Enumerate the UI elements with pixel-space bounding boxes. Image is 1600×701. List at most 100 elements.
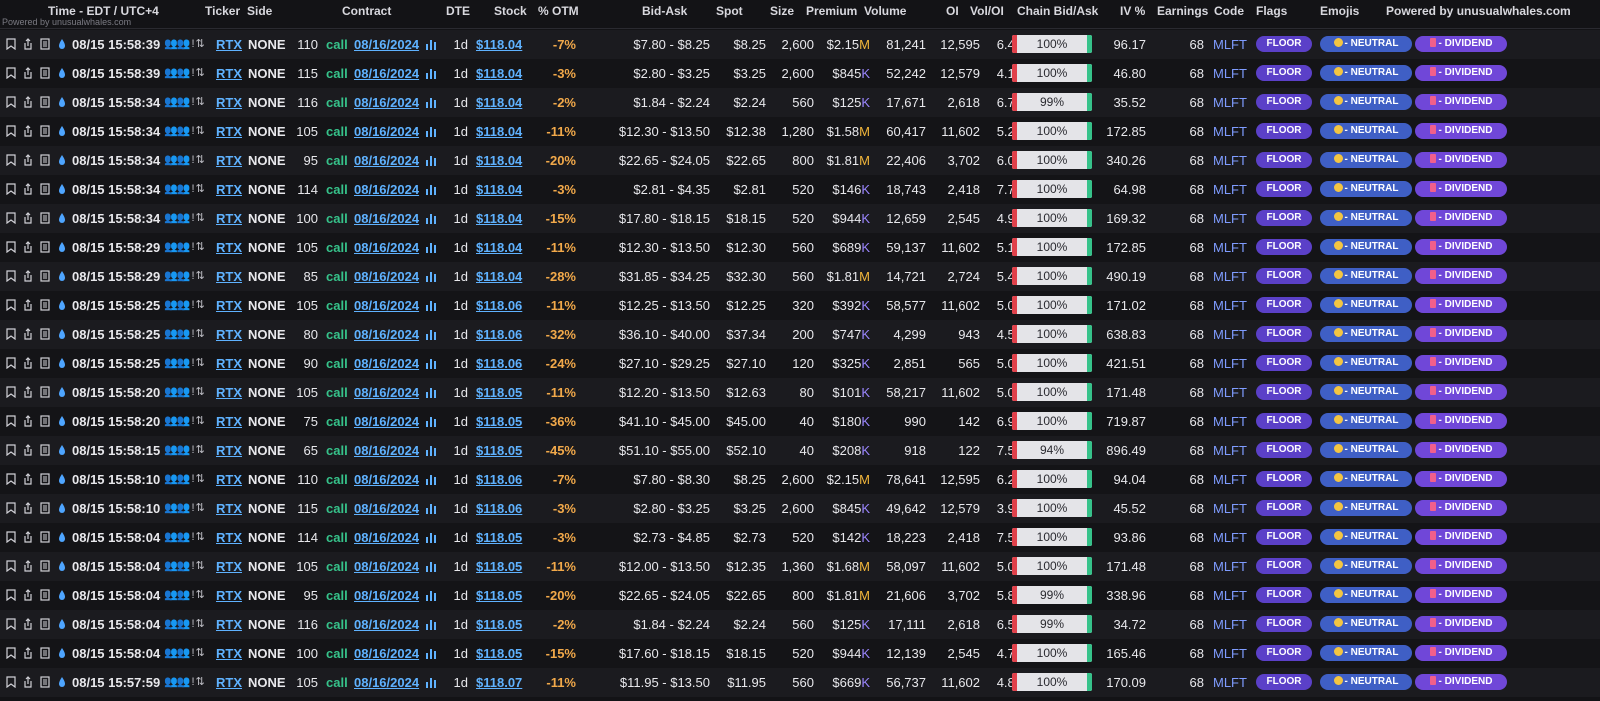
water-drop-icon[interactable] [55, 94, 69, 110]
flag-badge[interactable]: FLOOR [1256, 94, 1312, 110]
flag-badge[interactable]: FLOOR [1256, 674, 1312, 690]
dividend-badge[interactable]: - DIVIDEND [1415, 152, 1507, 168]
flag-badge[interactable]: FLOOR [1256, 181, 1312, 197]
bar-chart-icon[interactable] [426, 299, 436, 314]
emoji-badge[interactable]: - NEUTRAL [1320, 123, 1412, 139]
stock-price-link[interactable]: $118.04 [476, 124, 523, 139]
water-drop-icon[interactable] [55, 355, 69, 371]
dividend-badge[interactable]: - DIVIDEND [1415, 239, 1507, 255]
ticker-link[interactable]: RTX [216, 356, 242, 371]
details-icon[interactable] [38, 94, 52, 110]
water-drop-icon[interactable] [55, 645, 69, 661]
emoji-badge[interactable]: - NEUTRAL [1320, 645, 1412, 661]
emoji-badge[interactable]: - NEUTRAL [1320, 210, 1412, 226]
emoji-badge[interactable]: - NEUTRAL [1320, 326, 1412, 342]
details-icon[interactable] [38, 152, 52, 168]
dividend-badge[interactable]: - DIVIDEND [1415, 65, 1507, 81]
emoji-badge[interactable]: - NEUTRAL [1320, 152, 1412, 168]
bookmark-icon[interactable] [4, 123, 18, 139]
header-spot[interactable]: Spot [716, 4, 743, 18]
bar-chart-icon[interactable] [426, 589, 436, 604]
stock-price-link[interactable]: $118.06 [476, 472, 523, 487]
details-icon[interactable] [38, 210, 52, 226]
stock-price-link[interactable]: $118.06 [476, 298, 523, 313]
share-icon[interactable] [21, 500, 35, 516]
expiry-link[interactable]: 08/16/2024 [354, 211, 420, 226]
share-icon[interactable] [21, 529, 35, 545]
header-stock[interactable]: Stock [494, 4, 527, 18]
bookmark-icon[interactable] [4, 94, 18, 110]
ticker-link[interactable]: RTX [216, 443, 242, 458]
stock-price-link[interactable]: $118.05 [476, 646, 523, 661]
emoji-badge[interactable]: - NEUTRAL [1320, 558, 1412, 574]
water-drop-icon[interactable] [55, 268, 69, 284]
water-drop-icon[interactable] [55, 326, 69, 342]
emoji-badge[interactable]: - NEUTRAL [1320, 355, 1412, 371]
water-drop-icon[interactable] [55, 616, 69, 632]
details-icon[interactable] [38, 500, 52, 516]
details-icon[interactable] [38, 65, 52, 81]
ticker-link[interactable]: RTX [216, 617, 242, 632]
expiry-link[interactable]: 08/16/2024 [354, 66, 420, 81]
expiry-link[interactable]: 08/16/2024 [354, 501, 420, 516]
expiry-link[interactable]: 08/16/2024 [354, 298, 420, 313]
bookmark-icon[interactable] [4, 645, 18, 661]
dividend-badge[interactable]: - DIVIDEND [1415, 355, 1507, 371]
expiry-link[interactable]: 08/16/2024 [354, 617, 420, 632]
emoji-badge[interactable]: - NEUTRAL [1320, 65, 1412, 81]
water-drop-icon[interactable] [55, 558, 69, 574]
details-icon[interactable] [38, 181, 52, 197]
flag-badge[interactable]: FLOOR [1256, 645, 1312, 661]
details-icon[interactable] [38, 674, 52, 690]
expiry-link[interactable]: 08/16/2024 [354, 559, 420, 574]
stock-price-link[interactable]: $118.05 [476, 530, 523, 545]
flag-badge[interactable]: FLOOR [1256, 152, 1312, 168]
details-icon[interactable] [38, 268, 52, 284]
share-icon[interactable] [21, 152, 35, 168]
share-icon[interactable] [21, 384, 35, 400]
header-voloi[interactable]: Vol/OI [970, 4, 1004, 18]
ticker-link[interactable]: RTX [216, 414, 242, 429]
flag-badge[interactable]: FLOOR [1256, 65, 1312, 81]
bar-chart-icon[interactable] [426, 618, 436, 633]
flag-badge[interactable]: FLOOR [1256, 413, 1312, 429]
table-row[interactable]: 08/15 15:58:04 👥👥 ! ⇅ RTX NONE 105 call … [0, 552, 1600, 581]
emoji-badge[interactable]: - NEUTRAL [1320, 587, 1412, 603]
bookmark-icon[interactable] [4, 500, 18, 516]
dividend-badge[interactable]: - DIVIDEND [1415, 36, 1507, 52]
expiry-link[interactable]: 08/16/2024 [354, 95, 420, 110]
details-icon[interactable] [38, 587, 52, 603]
dividend-badge[interactable]: - DIVIDEND [1415, 268, 1507, 284]
flag-badge[interactable]: FLOOR [1256, 471, 1312, 487]
ticker-link[interactable]: RTX [216, 240, 242, 255]
water-drop-icon[interactable] [55, 210, 69, 226]
bookmark-icon[interactable] [4, 384, 18, 400]
bookmark-icon[interactable] [4, 471, 18, 487]
header-ticker[interactable]: Ticker [205, 4, 241, 18]
header-dte[interactable]: DTE [446, 4, 470, 18]
share-icon[interactable] [21, 413, 35, 429]
expiry-link[interactable]: 08/16/2024 [354, 182, 420, 197]
water-drop-icon[interactable] [55, 239, 69, 255]
bar-chart-icon[interactable] [426, 676, 436, 691]
table-row[interactable]: 08/15 15:58:39 👥👥 ! ⇅ RTX NONE 110 call … [0, 30, 1600, 59]
emoji-badge[interactable]: - NEUTRAL [1320, 471, 1412, 487]
table-row[interactable]: 08/15 15:58:20 👥👥 ! ⇅ RTX NONE 105 call … [0, 378, 1600, 407]
flag-badge[interactable]: FLOOR [1256, 297, 1312, 313]
header-earnings[interactable]: Earnings [1157, 4, 1209, 18]
stock-price-link[interactable]: $118.04 [476, 240, 523, 255]
stock-price-link[interactable]: $118.04 [476, 66, 523, 81]
bookmark-icon[interactable] [4, 210, 18, 226]
bookmark-icon[interactable] [4, 558, 18, 574]
stock-price-link[interactable]: $118.05 [476, 588, 523, 603]
flag-badge[interactable]: FLOOR [1256, 384, 1312, 400]
share-icon[interactable] [21, 123, 35, 139]
ticker-link[interactable]: RTX [216, 559, 242, 574]
dividend-badge[interactable]: - DIVIDEND [1415, 674, 1507, 690]
ticker-link[interactable]: RTX [216, 37, 242, 52]
ticker-link[interactable]: RTX [216, 95, 242, 110]
flag-badge[interactable]: FLOOR [1256, 355, 1312, 371]
water-drop-icon[interactable] [55, 384, 69, 400]
expiry-link[interactable]: 08/16/2024 [354, 414, 420, 429]
bookmark-icon[interactable] [4, 297, 18, 313]
